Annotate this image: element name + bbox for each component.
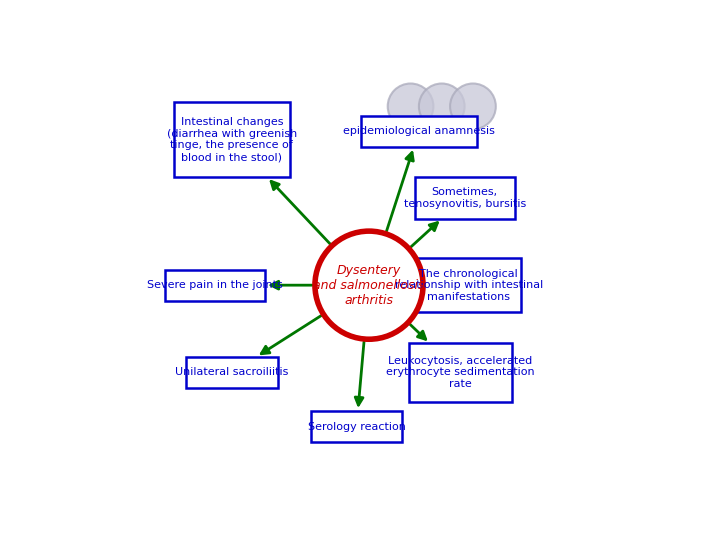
Text: Intestinal changes
(diarrhea with greenish
tinge, the presence of
blood in the s: Intestinal changes (diarrhea with greeni…	[166, 117, 297, 162]
Circle shape	[450, 84, 496, 129]
FancyBboxPatch shape	[361, 116, 477, 147]
FancyBboxPatch shape	[417, 258, 521, 312]
Text: Sometimes,
tenosynovitis, bursitis: Sometimes, tenosynovitis, bursitis	[403, 187, 526, 208]
FancyBboxPatch shape	[415, 177, 515, 219]
FancyBboxPatch shape	[311, 411, 402, 442]
Text: Unilateral sacroiliitis: Unilateral sacroiliitis	[175, 368, 289, 377]
FancyBboxPatch shape	[166, 269, 265, 301]
Text: Leukocytosis, accelerated
erythrocyte sedimentation
rate: Leukocytosis, accelerated erythrocyte se…	[386, 356, 535, 389]
Text: Serology reaction: Serology reaction	[307, 422, 405, 431]
Text: Severe pain in the joints: Severe pain in the joints	[148, 280, 283, 290]
Text: epidemiological anamnesis: epidemiological anamnesis	[343, 126, 495, 136]
Text: The chronological
relationship with intestinal
manifestations: The chronological relationship with inte…	[395, 268, 543, 302]
FancyBboxPatch shape	[408, 343, 513, 402]
Circle shape	[387, 84, 433, 129]
Text: Dysentery
and salmonellosis
arthritis: Dysentery and salmonellosis arthritis	[313, 264, 425, 307]
FancyBboxPatch shape	[174, 102, 290, 177]
Circle shape	[419, 84, 464, 129]
FancyBboxPatch shape	[186, 357, 277, 388]
Circle shape	[315, 231, 423, 339]
